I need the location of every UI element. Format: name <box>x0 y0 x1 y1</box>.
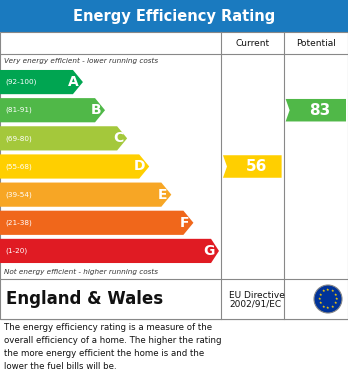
Text: the more energy efficient the home is and the: the more energy efficient the home is an… <box>4 349 204 358</box>
Text: ★: ★ <box>326 306 330 310</box>
Polygon shape <box>0 211 193 235</box>
Text: A: A <box>68 75 79 89</box>
Text: ★: ★ <box>331 289 334 294</box>
Text: E: E <box>158 188 167 202</box>
Bar <box>0 32 348 319</box>
Text: lower the fuel bills will be.: lower the fuel bills will be. <box>4 362 117 371</box>
Text: 56: 56 <box>246 159 267 174</box>
Polygon shape <box>0 239 219 263</box>
Text: ★: ★ <box>318 297 321 301</box>
Polygon shape <box>0 70 83 94</box>
Text: ★: ★ <box>331 305 334 308</box>
Text: England & Wales: England & Wales <box>6 290 163 308</box>
Bar <box>0 0 348 32</box>
Text: (1-20): (1-20) <box>5 248 27 254</box>
Text: Energy Efficiency Rating: Energy Efficiency Rating <box>73 9 275 23</box>
Text: ★: ★ <box>334 292 337 297</box>
Polygon shape <box>286 99 346 122</box>
Polygon shape <box>223 155 282 178</box>
Circle shape <box>314 285 342 313</box>
Text: ★: ★ <box>335 297 338 301</box>
Text: Very energy efficient - lower running costs: Very energy efficient - lower running co… <box>4 58 158 64</box>
Text: ★: ★ <box>326 288 330 292</box>
Text: 2002/91/EC: 2002/91/EC <box>229 300 281 308</box>
Text: Potential: Potential <box>296 38 336 47</box>
Polygon shape <box>0 126 127 151</box>
Polygon shape <box>0 98 105 122</box>
Text: (81-91): (81-91) <box>5 107 32 113</box>
Text: F: F <box>180 216 189 230</box>
Text: Not energy efficient - higher running costs: Not energy efficient - higher running co… <box>4 269 158 275</box>
Text: (69-80): (69-80) <box>5 135 32 142</box>
Text: ★: ★ <box>322 305 325 308</box>
Text: overall efficiency of a home. The higher the rating: overall efficiency of a home. The higher… <box>4 336 221 345</box>
Text: Current: Current <box>235 38 269 47</box>
Text: ★: ★ <box>322 289 325 294</box>
Text: G: G <box>204 244 215 258</box>
Polygon shape <box>0 183 171 207</box>
Text: (92-100): (92-100) <box>5 79 37 85</box>
Text: ★: ★ <box>319 301 322 305</box>
Text: EU Directive: EU Directive <box>229 291 285 300</box>
Bar <box>0 279 348 319</box>
Text: ★: ★ <box>319 292 322 297</box>
Text: (21-38): (21-38) <box>5 219 32 226</box>
Text: C: C <box>113 131 123 145</box>
Text: D: D <box>134 160 145 174</box>
Text: ★: ★ <box>334 301 337 305</box>
Text: (55-68): (55-68) <box>5 163 32 170</box>
Text: The energy efficiency rating is a measure of the: The energy efficiency rating is a measur… <box>4 323 212 332</box>
Text: (39-54): (39-54) <box>5 191 32 198</box>
Text: 83: 83 <box>309 103 331 118</box>
Text: B: B <box>90 103 101 117</box>
Polygon shape <box>0 154 149 179</box>
